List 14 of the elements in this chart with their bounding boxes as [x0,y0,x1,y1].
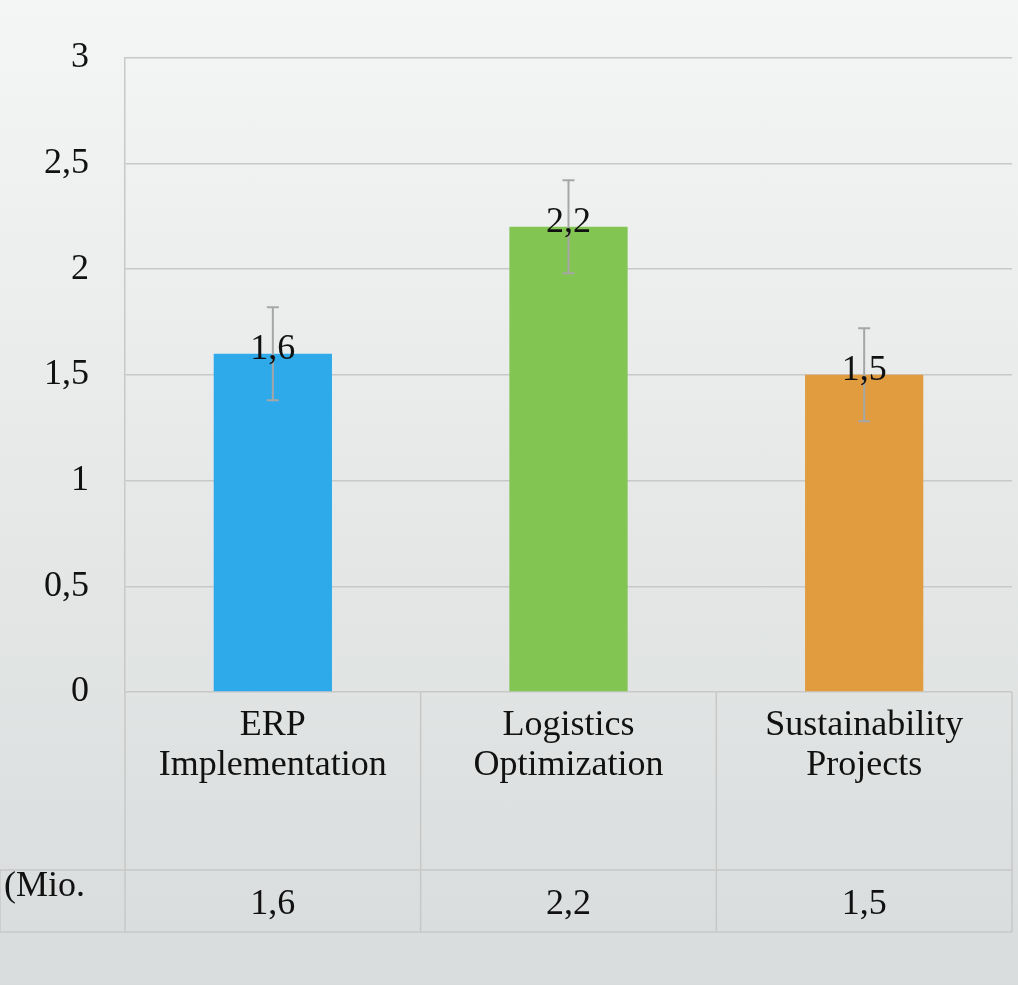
text: (Mio. [4,864,85,905]
y-tick-label: 2,5 [44,140,89,181]
y-tick-label: 1 [71,457,89,498]
y-tick-label: 2 [71,246,89,287]
y-tick-label: 3 [71,35,89,76]
x-tick-label: Logistics Optimization [473,703,664,783]
y-tick-label: 0 [71,669,89,710]
data-label: 2,2 [546,882,591,923]
x-tick-label: Sustainability Projects [765,703,964,783]
data-label: 1,6 [250,882,296,923]
data-label: 1,5 [841,882,887,923]
x-tick-label: ERP Implementation [158,703,387,783]
y-tick-label: 1,5 [44,352,89,393]
y-tick-label: 0,5 [44,563,89,604]
